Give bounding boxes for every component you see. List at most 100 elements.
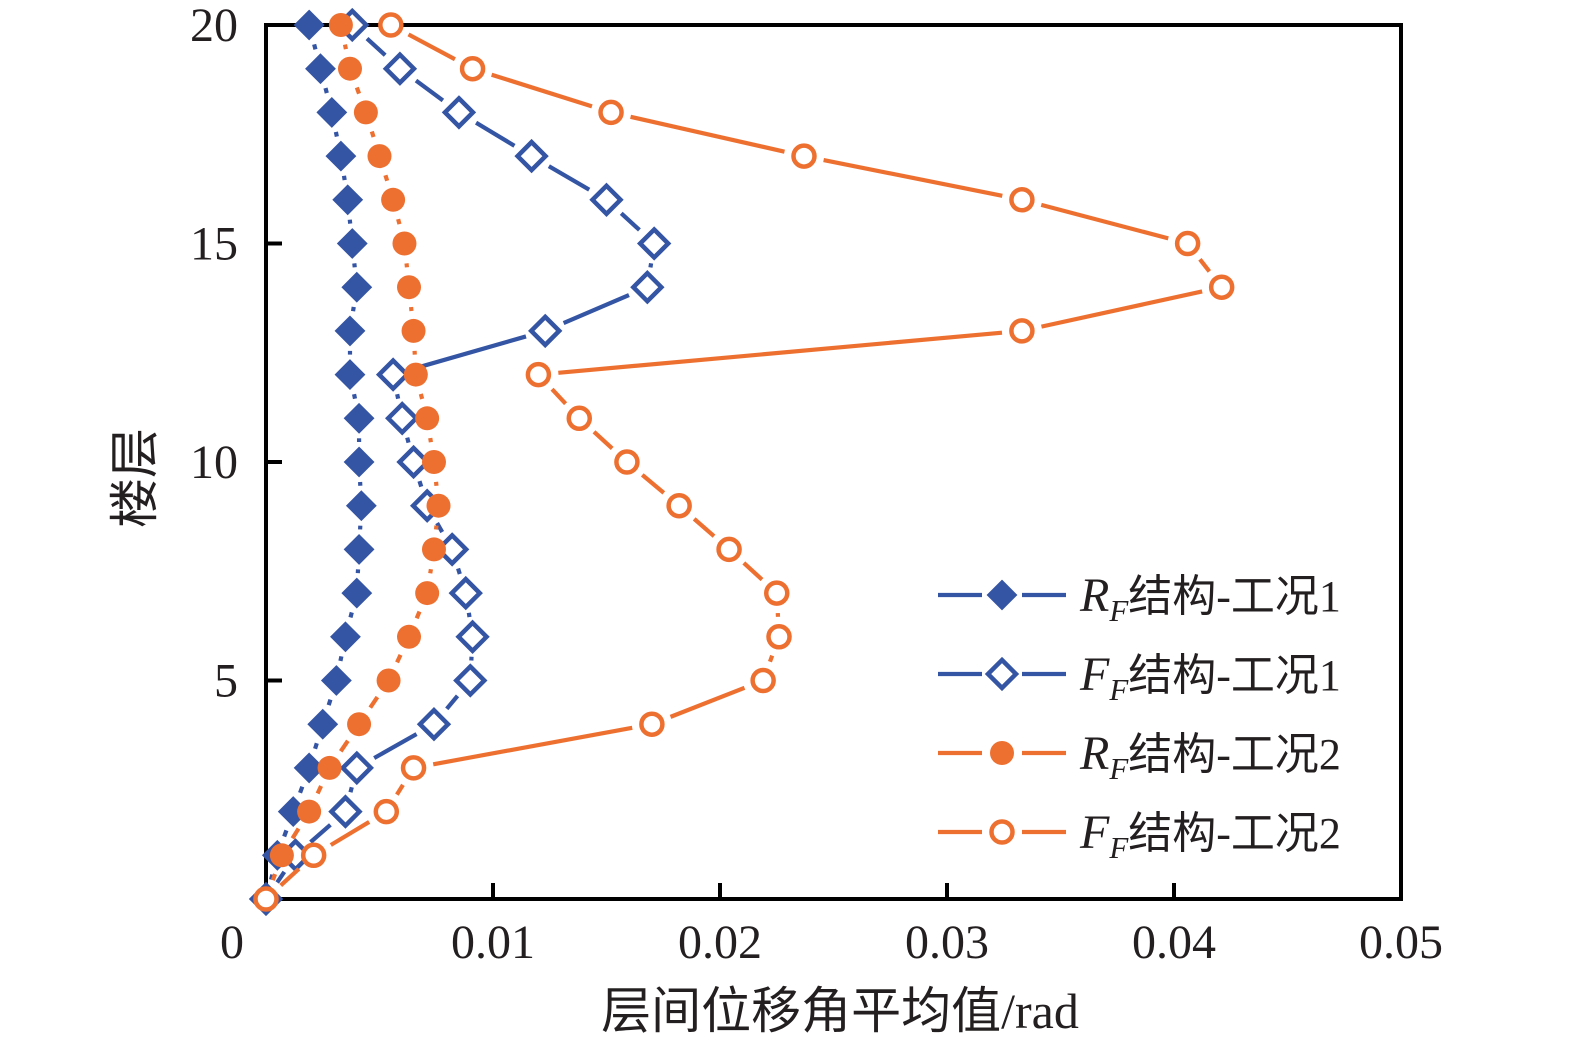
series-segment (290, 827, 301, 840)
open-diamond-marker (514, 138, 549, 174)
filled-diamond-marker (316, 96, 348, 128)
open-diamond-marker (528, 313, 563, 349)
open-circle-marker (373, 798, 400, 825)
x-tick-label: 0.04 (1132, 916, 1216, 969)
series-segment (342, 44, 348, 50)
filled-diamond-marker (293, 9, 325, 41)
series-segment (692, 517, 716, 538)
series-rf-case2 (254, 13, 451, 911)
open-diamond-marker (984, 656, 1020, 692)
series-segment (323, 87, 329, 94)
y-axis-title: 楼层 (107, 428, 163, 528)
series-segment (414, 610, 422, 620)
series-segment (767, 654, 775, 663)
filled-circle-marker (337, 56, 362, 81)
series-segment (405, 437, 411, 444)
open-circle-marker (566, 405, 593, 432)
series-ff-case2 (253, 12, 1235, 912)
filled-diamond-marker (293, 752, 325, 784)
series-segment (369, 130, 376, 138)
y-tick-label: 10 (190, 436, 238, 489)
series-segment (313, 742, 319, 750)
x-tick-label: 0.02 (678, 916, 762, 969)
open-diamond-marker (382, 51, 418, 86)
series-ff-case1 (248, 7, 672, 917)
legend-label: RF结构-工况2 (1079, 727, 1341, 786)
x-tick-label: 0.01 (451, 916, 535, 969)
plot-area: 0 0.01 0.02 0.03 0.04 0.05 5 10 15 20 RF结构-工况1 FF结构… (190, 0, 1443, 969)
filled-circle-marker (381, 187, 406, 212)
filled-circle-marker (403, 362, 428, 387)
open-diamond-marker (455, 619, 490, 654)
y-tick-label: 20 (190, 0, 238, 52)
open-circle-marker (614, 449, 640, 475)
filled-diamond-marker (307, 708, 339, 740)
filled-diamond-marker (986, 579, 1018, 611)
open-circle-marker (666, 492, 692, 519)
series-segment (547, 164, 591, 192)
open-diamond-marker (385, 401, 420, 436)
filled-circle-marker (328, 13, 353, 37)
open-circle-marker (766, 624, 792, 650)
open-diamond-marker (636, 226, 672, 261)
x-tick-label: 0.03 (905, 916, 989, 969)
filled-circle-marker (415, 581, 440, 606)
filled-circle-marker (990, 741, 1014, 765)
filled-circle-marker (347, 712, 372, 737)
filled-circle-marker (317, 755, 342, 780)
filled-diamond-marker (332, 184, 364, 216)
filled-circle-marker (367, 144, 392, 169)
series-segment (352, 393, 358, 400)
open-circle-marker (400, 755, 427, 781)
series-segment (456, 567, 462, 575)
open-circle-marker (1009, 318, 1035, 344)
series-segment (298, 785, 305, 794)
legend-label: RF结构-工况1 (1079, 569, 1341, 628)
open-circle-marker (598, 99, 624, 126)
legend-item: RF结构-工况1 (938, 569, 1341, 628)
y-tick-label: 5 (214, 655, 238, 708)
series-segment (491, 72, 593, 109)
open-diamond-marker (328, 794, 363, 829)
x-tick-label: 0 (220, 916, 244, 969)
open-diamond-marker (339, 750, 374, 786)
open-circle-marker (253, 886, 279, 912)
series-segment (329, 820, 371, 847)
series-segment (315, 785, 323, 795)
series-segment (407, 32, 456, 62)
series-segment (383, 174, 390, 182)
series-segment (558, 330, 1003, 375)
filled-circle-marker (297, 799, 322, 824)
open-diamond-marker (441, 95, 477, 130)
legend-item: RF结构-工况2 (938, 727, 1341, 786)
series-segment (1040, 289, 1203, 329)
series-segment (414, 78, 445, 103)
series-segment (445, 694, 460, 711)
open-circle-marker (989, 819, 1015, 845)
filled-diamond-marker (336, 228, 368, 259)
series-segment (418, 393, 425, 400)
series-segment (435, 522, 445, 534)
x-tick-label: 0.05 (1359, 916, 1443, 969)
open-diamond-marker (453, 663, 488, 698)
series-segment (417, 480, 424, 488)
open-circle-marker (1009, 187, 1035, 213)
filled-circle-marker (392, 231, 417, 256)
series-segment (338, 655, 344, 662)
series-segment (1198, 257, 1212, 273)
series-segment (466, 612, 472, 618)
legend-label: FF结构-工况2 (1079, 806, 1341, 865)
filled-circle-marker (401, 318, 426, 343)
filled-diamond-marker (325, 140, 357, 172)
filled-diamond-marker (320, 665, 352, 696)
series-segment (475, 120, 516, 148)
legend-item: FF结构-工况2 (938, 806, 1341, 865)
open-circle-marker (639, 711, 665, 737)
filled-circle-marker (426, 493, 451, 518)
series-segment (1040, 202, 1169, 241)
series-segment (428, 437, 433, 443)
filled-circle-marker (353, 100, 378, 125)
filled-diamond-marker (343, 533, 375, 565)
